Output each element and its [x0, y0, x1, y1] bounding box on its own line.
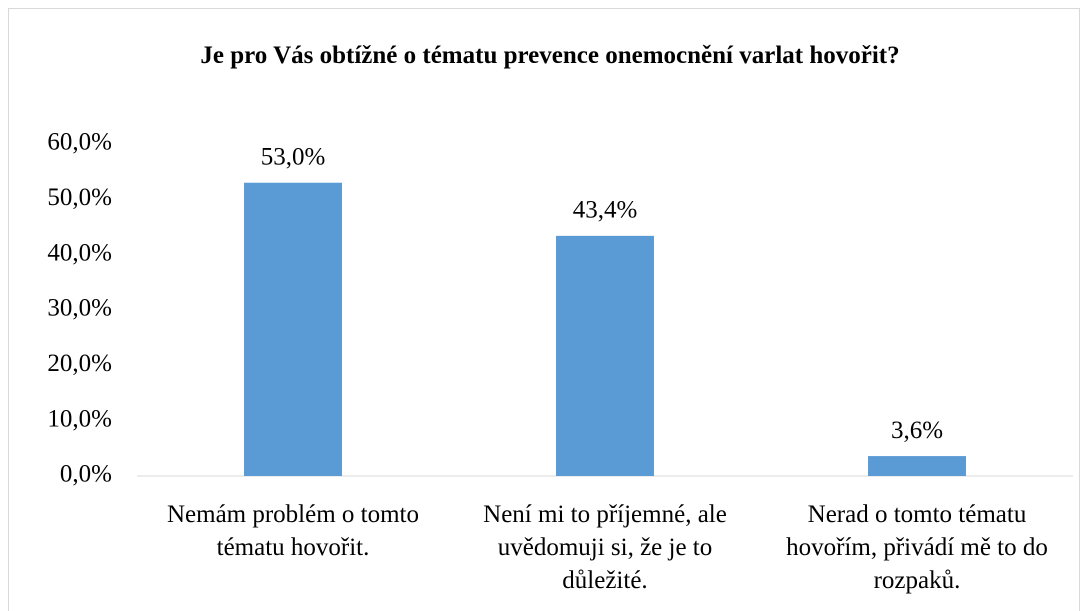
x-tick-label: Nerad o tomto tématu hovořím, přivádí mě… [786, 501, 1048, 594]
x-tick-label: Nemám problém o tomto tématu hovořit. [166, 501, 420, 561]
chart-title: Je pro Vás obtížné o tématu prevence one… [200, 42, 900, 69]
bar [556, 235, 654, 476]
value-label: 43,4% [573, 197, 638, 224]
y-tick-label: 40,0% [47, 239, 112, 266]
chart-frame [8, 8, 1080, 611]
bar [868, 456, 966, 476]
y-tick-label: 20,0% [47, 350, 112, 377]
y-tick-label: 0,0% [60, 461, 112, 488]
y-tick-label: 10,0% [47, 405, 112, 432]
value-label: 3,6% [891, 417, 943, 444]
y-tick-label: 50,0% [47, 184, 112, 211]
y-tick-label: 60,0% [47, 129, 112, 156]
x-tick-label: Není mi to příjemné, ale uvědomuji si, ž… [483, 501, 727, 594]
bar [244, 182, 342, 476]
y-tick-label: 30,0% [47, 295, 112, 322]
value-label: 53,0% [261, 143, 326, 170]
